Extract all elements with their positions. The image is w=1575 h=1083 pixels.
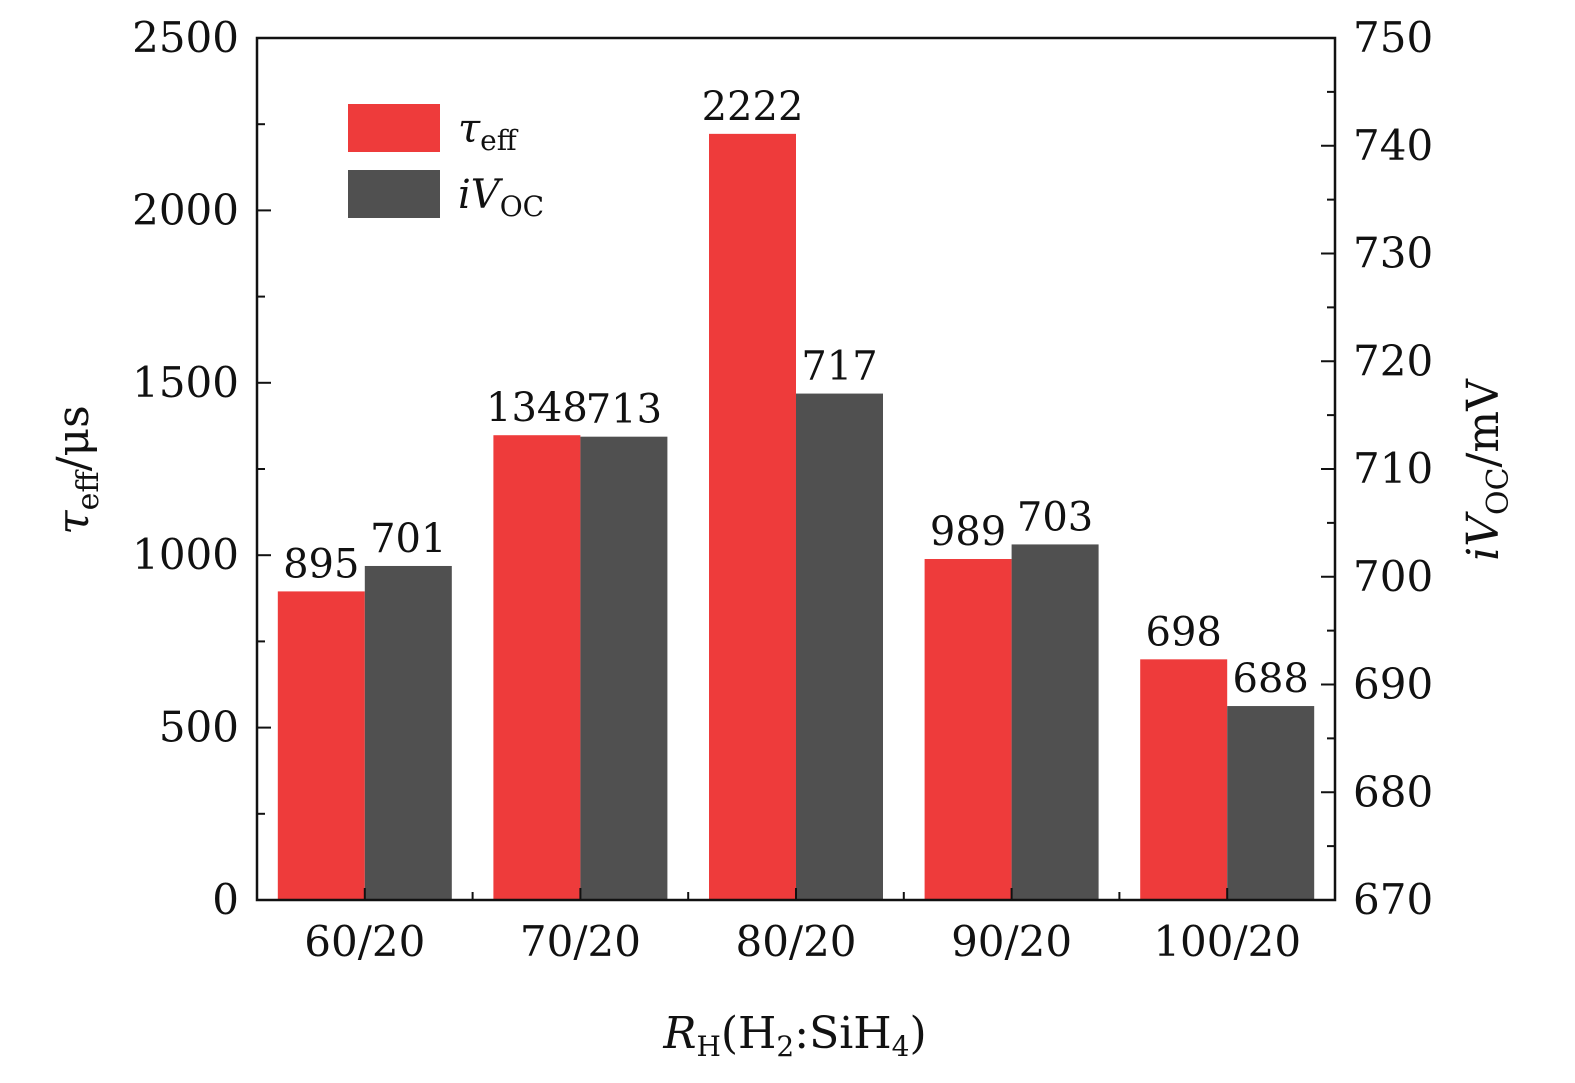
right-tick-label-1: 680 <box>1353 767 1433 816</box>
left-tick-label-3: 1500 <box>132 358 239 407</box>
right-tick-label-4: 710 <box>1353 444 1433 493</box>
left-tick-label-2: 1000 <box>132 530 239 579</box>
data-label-series1-3: 703 <box>1017 494 1093 540</box>
bar-series0-3 <box>924 558 1012 900</box>
x-tick-label-1: 70/20 <box>520 917 641 966</box>
bar-series0-4 <box>1140 659 1228 900</box>
x-tick-label-2: 80/20 <box>735 917 856 966</box>
bars-group <box>277 133 1315 901</box>
data-label-series1-1: 713 <box>586 387 662 433</box>
right-tick-label-7: 740 <box>1353 121 1433 170</box>
data-label-series0-1: 1348 <box>486 385 588 431</box>
x-axis-title: RH(H2:SiH4) <box>662 1008 926 1063</box>
data-label-series0-2: 2222 <box>702 84 804 130</box>
x-tick-label-3: 90/20 <box>951 917 1072 966</box>
left-tick-label-1: 500 <box>159 703 239 752</box>
bar-series0-2 <box>709 133 796 901</box>
legend-label-series0: τeff <box>458 106 519 157</box>
bar-series1-0 <box>364 565 452 900</box>
left-tick-label-5: 2500 <box>132 13 239 62</box>
bar-series1-1 <box>580 436 668 900</box>
legend-label-series1: iVOC <box>458 172 544 223</box>
legend-swatch-series1 <box>348 170 440 218</box>
right-tick-label-0: 670 <box>1353 875 1433 924</box>
right-tick-label-2: 690 <box>1353 660 1433 709</box>
right-tick-label-3: 700 <box>1353 552 1433 601</box>
bar-series0-0 <box>277 591 365 900</box>
bar-series1-4 <box>1227 706 1315 900</box>
right-tick-label-8: 750 <box>1353 13 1433 62</box>
bar-series1-3 <box>1011 544 1099 900</box>
data-label-series1-4: 688 <box>1233 656 1309 702</box>
legend-swatch-series0 <box>348 104 440 152</box>
data-label-series1-2: 717 <box>801 344 877 390</box>
right-axis-title: iVOC/mV <box>1458 378 1516 561</box>
x-tick-label-0: 60/20 <box>304 917 425 966</box>
left-tick-label-4: 2000 <box>132 185 239 234</box>
left-tick-label-0: 0 <box>212 875 239 924</box>
data-label-series1-0: 701 <box>370 516 446 562</box>
data-label-series0-3: 989 <box>930 509 1006 555</box>
legend: τeff iVOC <box>348 104 544 223</box>
data-label-series0-4: 698 <box>1146 609 1222 655</box>
bar-series0-1 <box>493 435 581 900</box>
right-tick-label-5: 720 <box>1353 336 1433 385</box>
data-label-series0-0: 895 <box>283 541 359 587</box>
left-axis-title: τeff/μs <box>48 405 106 534</box>
axes-group: 0 500 1000 1500 2000 2500 670 680 690 700 710 720 73… <box>132 13 1433 966</box>
bar-series1-2 <box>796 393 883 900</box>
x-tick-label-4: 100/20 <box>1153 917 1301 966</box>
right-tick-label-6: 730 <box>1353 229 1433 278</box>
